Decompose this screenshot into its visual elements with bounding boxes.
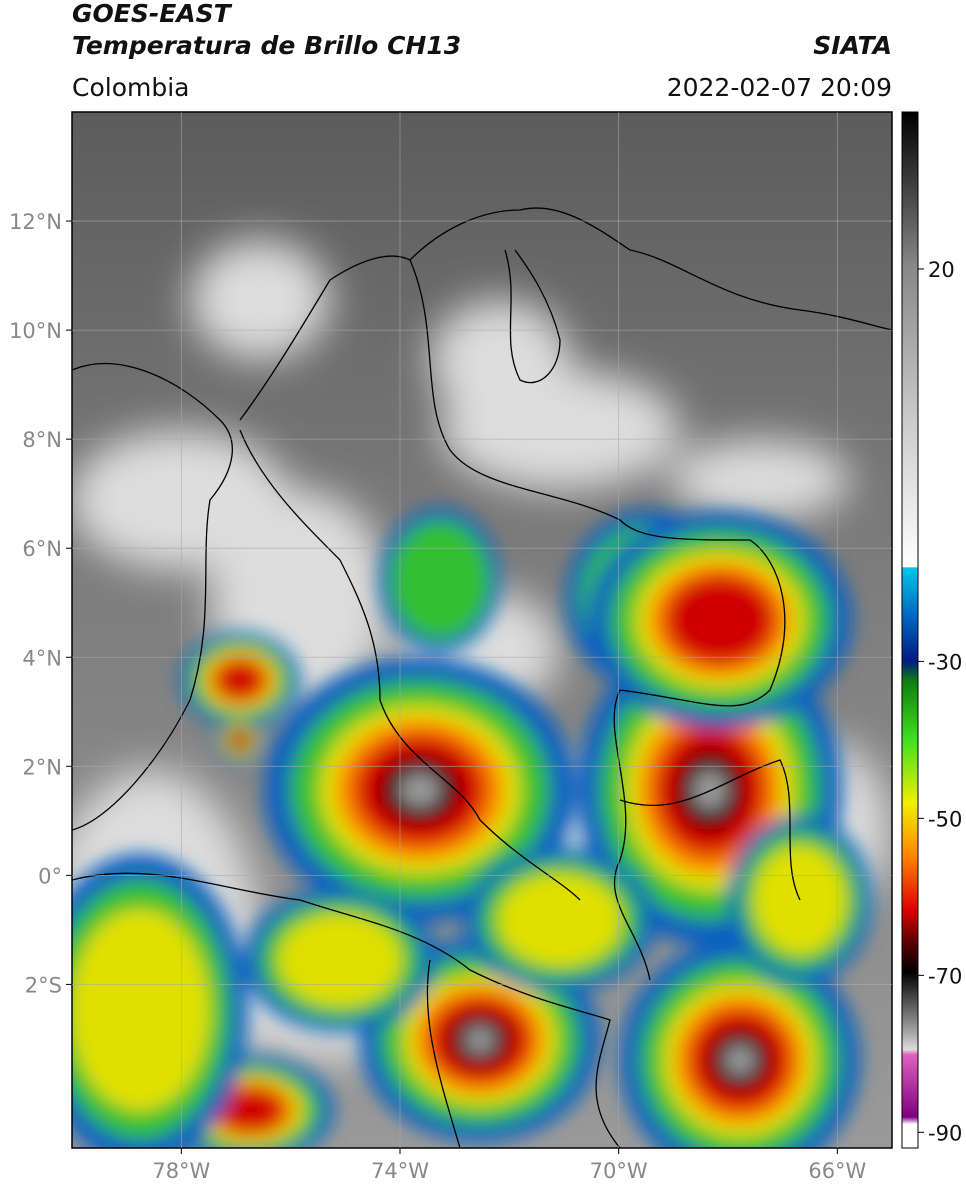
cloud [72,430,290,570]
imagery [72,112,892,1148]
cloud-top [724,1044,756,1076]
lon-tick-label: 78°W [152,1159,210,1183]
colorbar-tick-label: -70 [928,964,962,988]
source: SIATA [813,31,892,60]
cloud [190,240,330,360]
lon-tick-label: 74°W [371,1159,429,1183]
cloud-top [665,575,775,665]
lat-tick-label: 10°N [9,319,62,343]
lat-tick-label: 2°S [25,973,62,997]
lat-tick-label: 4°N [22,646,62,670]
cloud-top [277,913,403,1007]
cloud-top [72,908,211,1112]
map-frame [71,111,893,1149]
cloud-top [234,734,246,746]
cloud [430,300,570,420]
cloud-top [215,1087,285,1133]
region: Colombia [72,73,189,102]
lon-tick-label: 66°W [808,1159,866,1183]
lat-tick-label: 12°N [9,210,62,234]
cloud-top [215,660,265,700]
lat-tick-label: 2°N [22,755,62,779]
lon-tick-label: 70°W [590,1159,648,1183]
datetime: 2022-02-07 20:09 [667,73,892,102]
colorbar-tick-label: 20 [928,258,955,282]
storms [72,508,872,1148]
lat-tick-label: 6°N [22,537,62,561]
cloud [670,440,850,520]
colorbar-tick-label: -50 [928,807,962,831]
colorbar [901,111,919,1149]
cloud-top [464,1026,496,1054]
subtitle: Temperatura de Brillo CH13 [72,31,461,60]
cloud-top [497,873,623,967]
lat-tick-label: 0° [38,864,62,888]
lat-tick-label: 8°N [22,428,62,452]
borders [72,207,892,1148]
colorbar-tick-label: -30 [928,650,962,674]
colorbar-tick-label: -90 [928,1121,962,1145]
cloud-top [399,772,441,808]
title: GOES-EAST [72,0,233,28]
cloud-top [390,520,490,640]
